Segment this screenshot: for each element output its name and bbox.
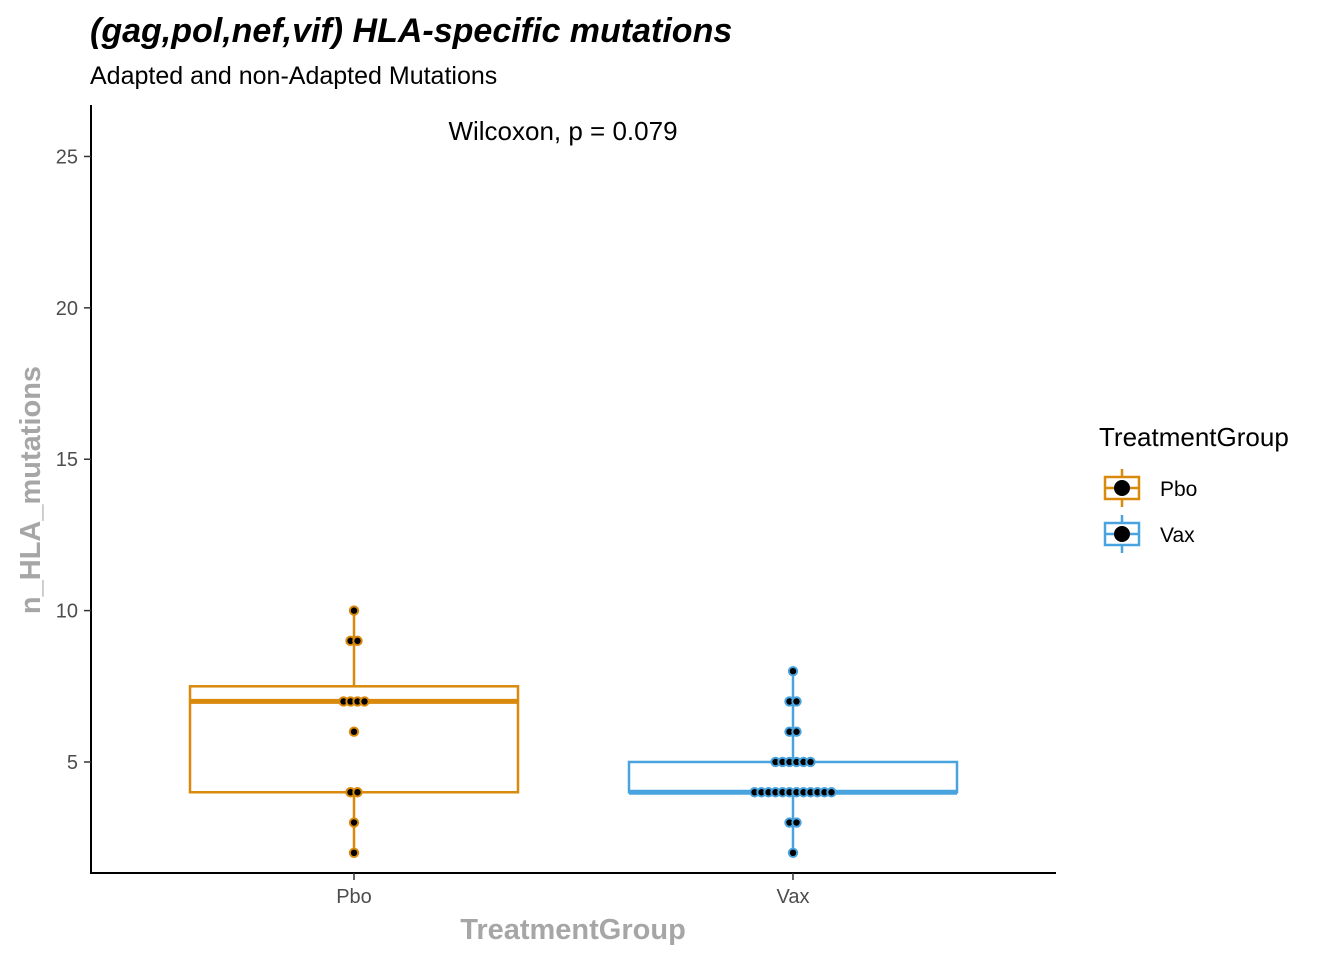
data-point-vax (791, 696, 802, 707)
data-point-pbo (352, 787, 363, 798)
legend-label: Vax (1160, 524, 1195, 547)
data-point-vax (787, 847, 799, 859)
y-axis-ticks: 5 10 15 20 25 (56, 146, 91, 774)
data-point-pbo (348, 817, 360, 828)
data-point-pbo (352, 635, 363, 647)
x-tick-label: Vax (777, 886, 810, 908)
data-point-pbo (359, 696, 370, 707)
legend: TreatmentGroup Pbo Vax (1099, 422, 1289, 553)
data-point-pbo (348, 726, 360, 737)
y-tick-label: 25 (56, 146, 78, 168)
legend-key-point (1114, 526, 1130, 542)
data-point-vax (826, 787, 837, 798)
y-tick-label: 5 (67, 752, 78, 774)
x-axis-ticks: Pbo Vax (336, 873, 809, 908)
y-tick-label: 10 (56, 601, 78, 623)
data-point-vax (787, 665, 799, 677)
data-point-vax (791, 726, 802, 737)
wilcoxon-annotation: Wilcoxon, p = 0.079 (448, 116, 677, 146)
y-axis-title: n_HLA_mutations (15, 366, 47, 614)
legend-key-point (1114, 480, 1130, 496)
box-vax (627, 760, 959, 794)
plot-area (188, 605, 959, 859)
x-axis-title: TreatmentGroup (460, 914, 686, 946)
x-tick-label: Pbo (336, 886, 372, 908)
legend-label: Pbo (1160, 478, 1197, 501)
y-tick-label: 15 (56, 449, 78, 471)
y-tick-label: 20 (56, 298, 78, 320)
data-point-pbo (348, 847, 360, 859)
chart-subtitle: Adapted and non-Adapted Mutations (90, 62, 497, 90)
chart-title: (gag,pol,nef,vif) HLA-specific mutations (90, 12, 732, 50)
data-point-vax (805, 756, 816, 768)
data-point-vax (791, 817, 802, 828)
data-point-pbo (348, 605, 360, 616)
legend-title: TreatmentGroup (1099, 422, 1289, 452)
